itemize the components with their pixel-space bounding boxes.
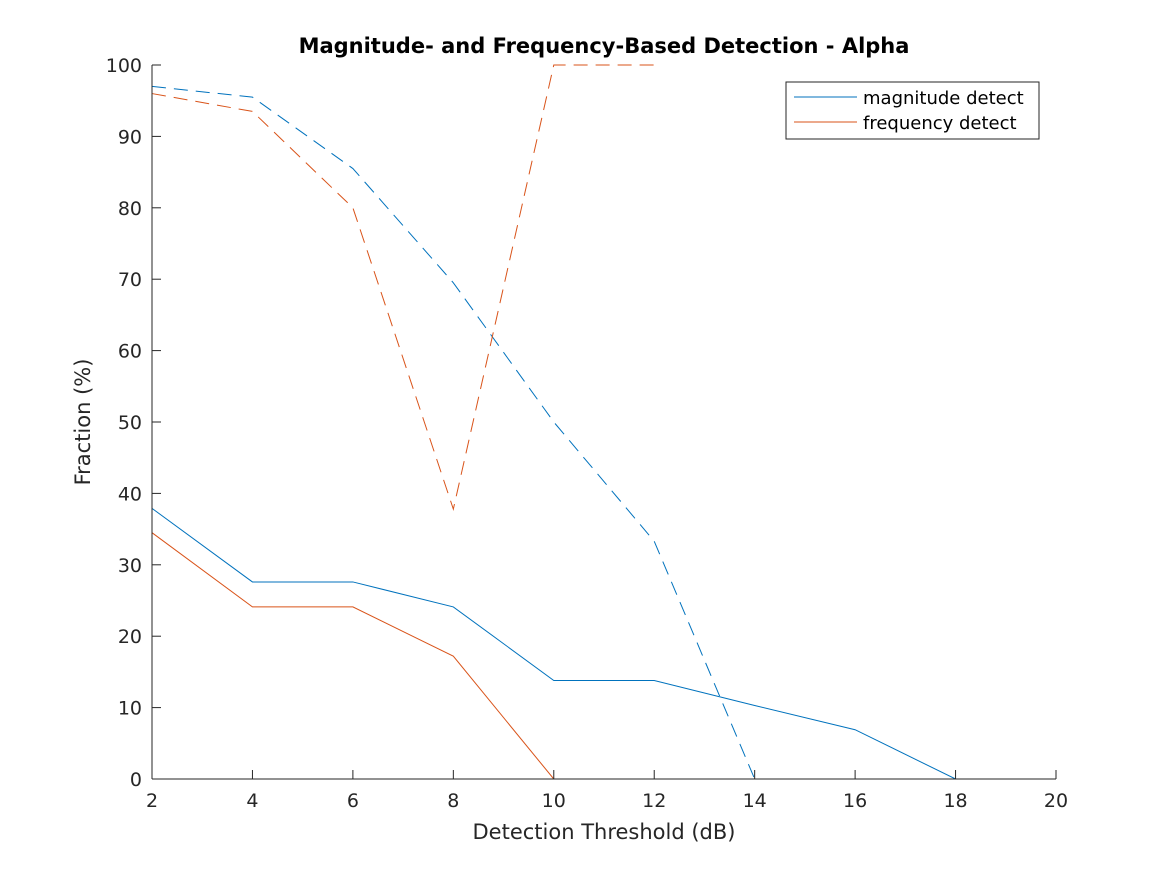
legend-label-magnitude-detect: magnitude detect: [863, 88, 1024, 109]
x-axis-title: Detection Threshold (dB): [473, 820, 736, 844]
y-tick-label: 80: [118, 198, 142, 220]
y-tick-label: 10: [118, 698, 142, 720]
x-tick-label: 14: [743, 790, 767, 812]
y-tick-label: 30: [118, 555, 142, 577]
y-tick-label: 100: [106, 55, 142, 77]
x-tick-label: 20: [1044, 790, 1068, 812]
x-tick-label: 6: [347, 790, 359, 812]
y-tick-label: 90: [118, 126, 142, 148]
y-tick-label: 20: [118, 626, 142, 648]
x-tick-label: 12: [642, 790, 666, 812]
x-tick-label: 10: [542, 790, 566, 812]
legend-box: [785, 81, 1040, 140]
x-tick-label: 4: [246, 790, 258, 812]
plot-area: [152, 65, 1056, 779]
series-line-dashed-series-3: [151, 64, 655, 511]
x-tick-label: 16: [843, 790, 867, 812]
series-line-dashed-series-2: [151, 85, 756, 780]
legend: magnitude detect frequency detect: [785, 81, 1040, 140]
y-tick-label: 40: [118, 483, 142, 505]
x-tick-label: 8: [447, 790, 459, 812]
chart-title: Magnitude- and Frequency-Based Detection…: [299, 34, 910, 58]
y-tick-label: 50: [118, 412, 142, 434]
x-tick-label: 2: [146, 790, 158, 812]
series-line-magnitude-detect: [151, 507, 1056, 780]
axes-layer: 2 4 6 8 10 12 14 16 18 20 0 10 20 30 40 50 60 70 80 90 100: [106, 55, 1068, 812]
y-axis-title: Fraction (%): [71, 359, 95, 486]
y-tick-label: 60: [118, 341, 142, 363]
x-tick-label: 18: [943, 790, 967, 812]
y-tick-label: 70: [118, 269, 142, 291]
y-tick-label: 0: [130, 769, 142, 791]
legend-label-frequency-detect: frequency detect: [863, 113, 1017, 134]
